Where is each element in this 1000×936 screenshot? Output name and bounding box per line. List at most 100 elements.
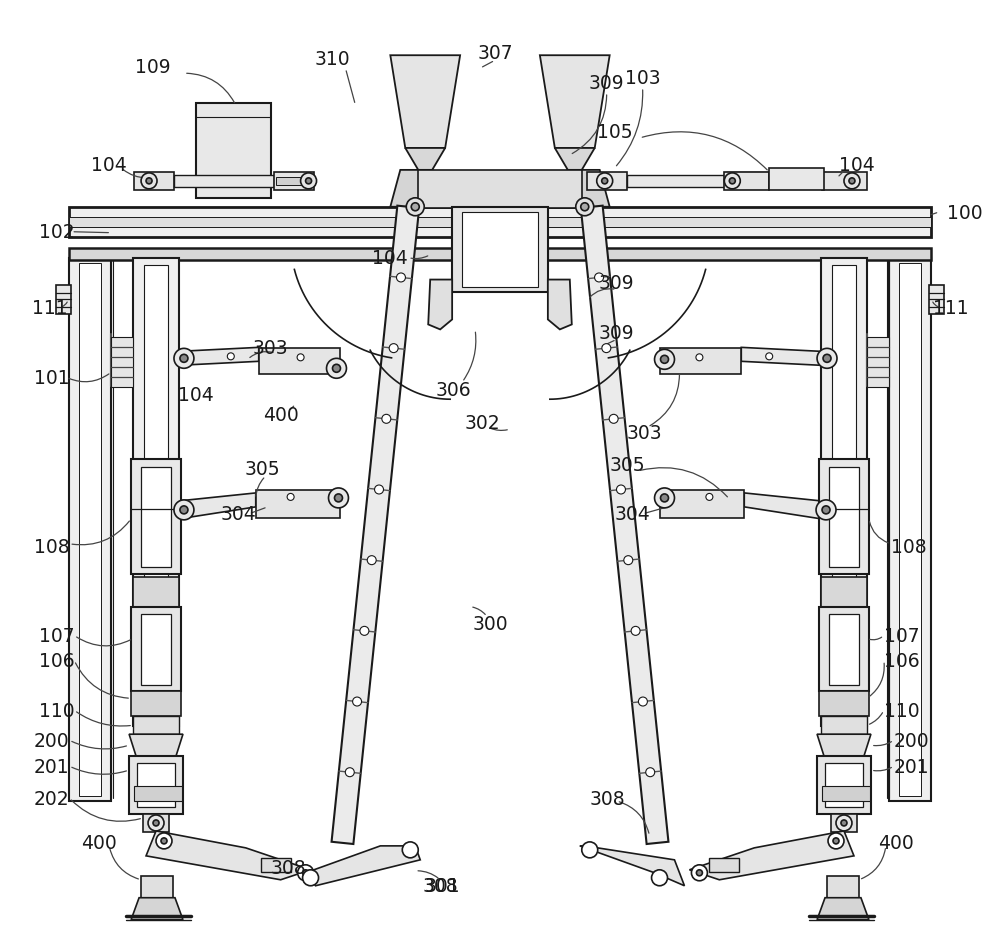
Circle shape bbox=[297, 355, 304, 361]
Circle shape bbox=[823, 355, 831, 363]
Circle shape bbox=[661, 494, 668, 503]
Circle shape bbox=[353, 697, 362, 707]
Bar bbox=[929, 285, 944, 315]
Circle shape bbox=[841, 820, 847, 826]
Polygon shape bbox=[390, 56, 460, 149]
Text: 100: 100 bbox=[947, 204, 982, 223]
Polygon shape bbox=[540, 56, 610, 149]
Text: 106: 106 bbox=[39, 651, 74, 670]
Circle shape bbox=[174, 349, 194, 369]
Text: 302: 302 bbox=[464, 413, 500, 432]
Bar bbox=[709, 858, 739, 871]
Text: 108: 108 bbox=[891, 537, 927, 557]
Circle shape bbox=[287, 494, 294, 501]
Bar bbox=[56, 285, 71, 315]
Polygon shape bbox=[741, 348, 821, 366]
Bar bbox=[133, 578, 179, 607]
Bar bbox=[134, 173, 174, 191]
Circle shape bbox=[609, 415, 618, 424]
Bar bbox=[256, 490, 340, 519]
Bar bbox=[452, 208, 548, 292]
Text: 101: 101 bbox=[34, 369, 69, 388]
Text: 110: 110 bbox=[884, 701, 920, 720]
Bar bbox=[141, 614, 171, 685]
Bar bbox=[821, 716, 867, 735]
Text: 201: 201 bbox=[894, 757, 930, 776]
Circle shape bbox=[696, 355, 703, 361]
Bar bbox=[261, 858, 291, 871]
Text: 304: 304 bbox=[221, 505, 257, 524]
Bar bbox=[69, 208, 931, 238]
Text: 308: 308 bbox=[271, 858, 306, 877]
Text: 400: 400 bbox=[81, 833, 117, 853]
Text: 300: 300 bbox=[472, 614, 508, 634]
Circle shape bbox=[652, 870, 668, 885]
Text: 308: 308 bbox=[422, 876, 458, 896]
Circle shape bbox=[655, 489, 674, 508]
Text: 305: 305 bbox=[245, 460, 281, 479]
Circle shape bbox=[655, 350, 674, 370]
Polygon shape bbox=[581, 207, 668, 844]
Text: 104: 104 bbox=[372, 249, 408, 268]
Bar bbox=[69, 217, 931, 227]
Text: 201: 201 bbox=[34, 757, 69, 776]
Text: 200: 200 bbox=[894, 731, 930, 750]
Bar bbox=[829, 614, 859, 685]
Circle shape bbox=[298, 865, 314, 881]
Circle shape bbox=[306, 179, 312, 184]
Circle shape bbox=[595, 273, 604, 283]
Polygon shape bbox=[555, 149, 595, 170]
Bar bbox=[129, 756, 183, 814]
Text: 304: 304 bbox=[615, 505, 650, 524]
Circle shape bbox=[141, 174, 157, 190]
Bar bbox=[144, 265, 168, 724]
Bar bbox=[276, 178, 311, 185]
Polygon shape bbox=[179, 348, 259, 366]
Circle shape bbox=[174, 501, 194, 520]
Circle shape bbox=[148, 815, 164, 831]
Text: 106: 106 bbox=[884, 651, 920, 670]
Bar bbox=[819, 460, 869, 574]
Text: 309: 309 bbox=[599, 273, 634, 293]
Bar bbox=[462, 212, 538, 287]
Bar bbox=[259, 349, 340, 375]
Circle shape bbox=[375, 486, 384, 494]
Circle shape bbox=[180, 506, 188, 514]
Text: 200: 200 bbox=[34, 731, 69, 750]
Bar bbox=[274, 173, 314, 191]
Circle shape bbox=[844, 174, 860, 190]
Text: 310: 310 bbox=[315, 50, 350, 68]
Polygon shape bbox=[405, 149, 445, 170]
Circle shape bbox=[146, 179, 152, 184]
Circle shape bbox=[367, 556, 376, 565]
Bar bbox=[131, 692, 181, 716]
Polygon shape bbox=[580, 846, 684, 885]
Circle shape bbox=[406, 198, 424, 216]
Bar bbox=[134, 786, 182, 801]
Text: 107: 107 bbox=[884, 626, 920, 645]
Text: 107: 107 bbox=[39, 626, 74, 645]
Circle shape bbox=[332, 365, 340, 373]
Bar bbox=[418, 170, 582, 209]
Circle shape bbox=[402, 842, 418, 858]
Circle shape bbox=[729, 179, 735, 184]
Bar bbox=[867, 338, 889, 388]
Polygon shape bbox=[131, 898, 183, 920]
Bar bbox=[825, 763, 863, 807]
Text: 104: 104 bbox=[91, 156, 127, 175]
Bar bbox=[821, 578, 867, 607]
Circle shape bbox=[153, 820, 159, 826]
Bar bbox=[143, 814, 169, 832]
Polygon shape bbox=[817, 735, 871, 756]
Circle shape bbox=[816, 501, 836, 520]
Text: 303: 303 bbox=[253, 339, 288, 358]
Circle shape bbox=[661, 356, 668, 364]
Circle shape bbox=[836, 815, 852, 831]
Polygon shape bbox=[817, 898, 869, 920]
Circle shape bbox=[646, 768, 655, 777]
Text: 108: 108 bbox=[34, 537, 69, 557]
Bar bbox=[111, 338, 133, 388]
Polygon shape bbox=[179, 493, 256, 519]
Text: 309: 309 bbox=[599, 324, 634, 343]
Circle shape bbox=[301, 174, 317, 190]
